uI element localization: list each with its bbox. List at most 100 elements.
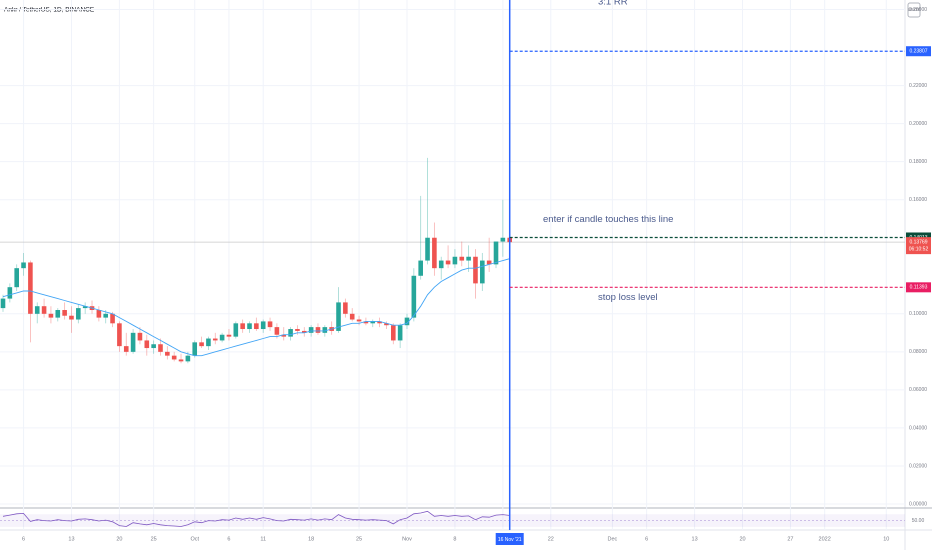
chart-title: Ankr / TetherUS, 1D, BINANCE	[4, 7, 95, 14]
x-tick-label: 13	[68, 536, 74, 542]
x-tick-label: 6	[645, 536, 648, 542]
candle-body	[384, 323, 389, 326]
candle-body	[62, 310, 67, 316]
candle-body	[55, 310, 61, 318]
y-tick-label: 0.16000	[909, 197, 927, 203]
candle-body	[301, 330, 307, 333]
candle-body	[212, 338, 218, 341]
currency-box[interactable]	[907, 2, 921, 18]
candle-body	[69, 315, 74, 320]
x-tick-label: 18	[308, 536, 314, 542]
candle-body	[103, 313, 109, 318]
candle-body	[233, 323, 239, 337]
candle-body	[452, 256, 458, 265]
x-tick-label: Dec	[608, 536, 618, 542]
x-tick-label: 2022	[819, 536, 831, 542]
candle-body	[281, 334, 287, 337]
rsi-line	[2, 510, 510, 527]
candle-body	[397, 325, 403, 341]
candle-body	[473, 256, 478, 284]
x-tick-label: 25	[151, 536, 157, 542]
candle-body	[14, 268, 19, 288]
candle-body	[315, 327, 321, 333]
x-tick-label: Oct	[190, 536, 199, 542]
y-tick-label: 0.08000	[909, 349, 927, 355]
candle-body	[349, 313, 355, 320]
candle-body	[123, 346, 129, 352]
annotation: stop loss level	[598, 292, 658, 303]
candle-body	[466, 256, 471, 261]
candle-body	[322, 327, 328, 333]
y-tick-label: 0.22000	[909, 83, 927, 89]
x-tick-label: 20	[739, 536, 745, 542]
x-tick-label: 10	[883, 536, 889, 542]
y-tick-label: 0.00000	[909, 501, 927, 507]
y-tick-label: 0.06000	[909, 387, 927, 393]
candle-body	[370, 321, 376, 324]
candle-body	[76, 308, 81, 320]
candle-body	[226, 334, 232, 337]
candle-body	[260, 321, 266, 330]
x-tick-label: 22	[548, 536, 554, 542]
candle-body	[0, 298, 6, 309]
candle-body	[144, 340, 150, 349]
level-label: 0.23807	[909, 49, 927, 55]
candle-body	[137, 332, 143, 341]
x-tick-label: 13	[692, 536, 698, 542]
candle-body	[254, 323, 259, 330]
y-tick-label: 0.02000	[909, 463, 927, 469]
candle-body	[219, 334, 225, 341]
candle-body	[480, 260, 485, 284]
candle-body	[425, 237, 430, 261]
candle-body	[171, 355, 177, 360]
y-tick-label: 0.10000	[909, 311, 927, 317]
x-tick-label: 20	[116, 536, 122, 542]
candle-body	[336, 302, 341, 331]
x-tick-label: 8	[453, 536, 456, 542]
x-tick-label: 25	[356, 536, 362, 542]
level-label-box	[906, 46, 931, 57]
candle-body	[267, 321, 273, 328]
candle-body	[308, 327, 314, 333]
candle-body	[445, 260, 451, 265]
candle-body	[390, 325, 396, 341]
x-tick-label: 6	[227, 536, 230, 542]
rsi-tick-label: 50.00	[912, 518, 925, 524]
candle-body	[295, 329, 300, 331]
candle-body	[110, 313, 115, 324]
last-price-box	[906, 237, 931, 255]
candle-body	[459, 256, 465, 261]
candle-body	[486, 260, 492, 265]
candle-body	[178, 359, 184, 362]
candle-body	[34, 306, 40, 314]
candle-body	[48, 313, 54, 318]
candle-body	[411, 275, 417, 318]
level-label: 0.11393	[910, 285, 928, 291]
candle-body	[288, 329, 293, 337]
y-tick-label: 0.04000	[909, 425, 927, 431]
candle-body	[7, 287, 13, 299]
annotation: enter if candle touches this line	[543, 214, 673, 225]
last-price-label: 0.13769	[909, 239, 927, 245]
candle-body	[432, 237, 437, 269]
candle-body	[151, 344, 156, 349]
candle-body	[493, 241, 499, 265]
x-tick-label: 11	[260, 536, 266, 542]
candle-body	[130, 332, 136, 352]
cursor-label: 16 Nov '21	[498, 537, 522, 543]
candle-body	[356, 319, 362, 322]
candle-body	[21, 262, 26, 269]
candle-body	[274, 327, 280, 335]
countdown-label: 06:10:52	[909, 246, 929, 252]
candle-body	[28, 262, 33, 314]
candle-body	[165, 351, 170, 356]
candle-body	[206, 338, 211, 347]
candle-body	[418, 260, 423, 276]
x-tick-label: 27	[787, 536, 793, 542]
candle-body	[343, 302, 348, 314]
candle-body	[199, 342, 204, 347]
candle-body	[192, 342, 198, 356]
